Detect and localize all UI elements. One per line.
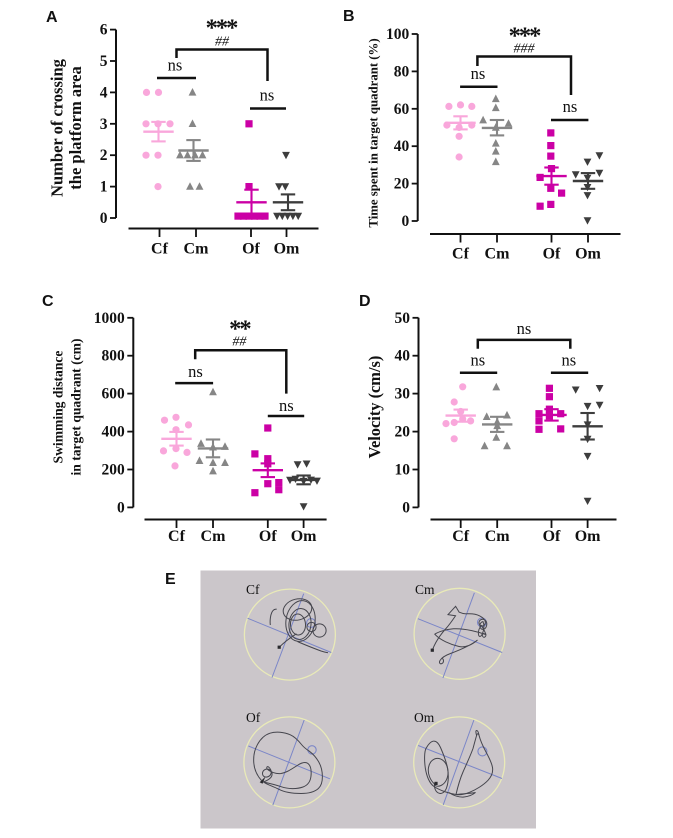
svg-text:Swimming distance: Swimming distance	[51, 351, 66, 464]
svg-text:0: 0	[117, 499, 125, 516]
svg-text:Cf: Cf	[246, 582, 260, 597]
svg-text:in target quadrant (cm): in target quadrant (cm)	[69, 338, 85, 475]
svg-text:ns: ns	[188, 362, 203, 381]
svg-text:1000: 1000	[94, 310, 125, 327]
svg-text:ns: ns	[517, 319, 532, 338]
svg-text:***: ***	[206, 15, 239, 42]
svg-text:0: 0	[401, 213, 409, 230]
svg-text:60: 60	[394, 101, 410, 118]
svg-text:Cf: Cf	[168, 528, 186, 545]
svg-text:##: ##	[232, 335, 247, 350]
svg-text:800: 800	[102, 348, 126, 365]
svg-text:40: 40	[394, 138, 410, 155]
svg-text:Cm: Cm	[184, 241, 210, 258]
svg-text:4: 4	[100, 84, 108, 101]
svg-text:B: B	[343, 8, 355, 25]
svg-text:Of: Of	[543, 246, 561, 263]
svg-text:Number of crossing: Number of crossing	[47, 58, 66, 197]
svg-text:Om: Om	[414, 710, 435, 725]
svg-text:Cm: Cm	[201, 528, 227, 545]
svg-text:Om: Om	[575, 528, 601, 545]
svg-text:10: 10	[395, 462, 411, 479]
svg-text:ns: ns	[470, 351, 485, 370]
svg-text:Time spent in target quadrant: Time spent in target quadrant (%)	[367, 38, 381, 227]
svg-text:ns: ns	[260, 86, 275, 105]
svg-text:Om: Om	[274, 241, 300, 258]
svg-text:A: A	[46, 9, 58, 26]
svg-text:Of: Of	[543, 528, 561, 545]
svg-text:ns: ns	[561, 351, 576, 370]
svg-text:20: 20	[394, 176, 410, 193]
svg-text:600: 600	[102, 386, 126, 403]
svg-text:Cf: Cf	[452, 246, 470, 263]
svg-text:Of: Of	[259, 528, 277, 545]
svg-text:C: C	[42, 293, 54, 310]
svg-text:6: 6	[100, 22, 108, 39]
svg-text:Of: Of	[242, 241, 260, 258]
svg-text:###: ###	[514, 42, 536, 57]
svg-text:Of: Of	[246, 710, 261, 725]
svg-text:Cm: Cm	[485, 246, 511, 263]
svg-text:0: 0	[100, 210, 108, 227]
svg-text:ns: ns	[168, 56, 183, 75]
svg-text:20: 20	[395, 424, 411, 441]
svg-text:***: ***	[509, 22, 542, 49]
svg-text:100: 100	[386, 26, 410, 43]
svg-text:Om: Om	[291, 528, 317, 545]
svg-text:50: 50	[395, 310, 411, 327]
svg-text:2: 2	[100, 147, 108, 164]
svg-text:##: ##	[215, 35, 230, 50]
svg-text:Cm: Cm	[485, 528, 511, 545]
svg-text:Cf: Cf	[452, 528, 470, 545]
svg-text:30: 30	[395, 386, 411, 403]
svg-text:ns: ns	[471, 64, 486, 83]
svg-text:ns: ns	[563, 97, 578, 116]
svg-text:D: D	[359, 293, 371, 310]
svg-text:Cm: Cm	[415, 582, 435, 597]
svg-text:the platform area: the platform area	[66, 66, 85, 189]
svg-text:5: 5	[100, 53, 108, 70]
svg-text:ns: ns	[279, 396, 294, 415]
svg-text:Cf: Cf	[151, 241, 169, 258]
svg-text:Velocity (cm/s): Velocity (cm/s)	[365, 356, 384, 459]
svg-text:1: 1	[100, 179, 108, 196]
svg-text:40: 40	[395, 348, 411, 365]
svg-text:Om: Om	[575, 246, 601, 263]
svg-text:400: 400	[102, 424, 126, 441]
svg-text:0: 0	[402, 499, 410, 516]
svg-text:80: 80	[394, 63, 410, 80]
svg-text:3: 3	[100, 116, 108, 133]
svg-text:200: 200	[102, 462, 126, 479]
svg-text:**: **	[229, 316, 251, 343]
svg-text:E: E	[165, 571, 176, 588]
